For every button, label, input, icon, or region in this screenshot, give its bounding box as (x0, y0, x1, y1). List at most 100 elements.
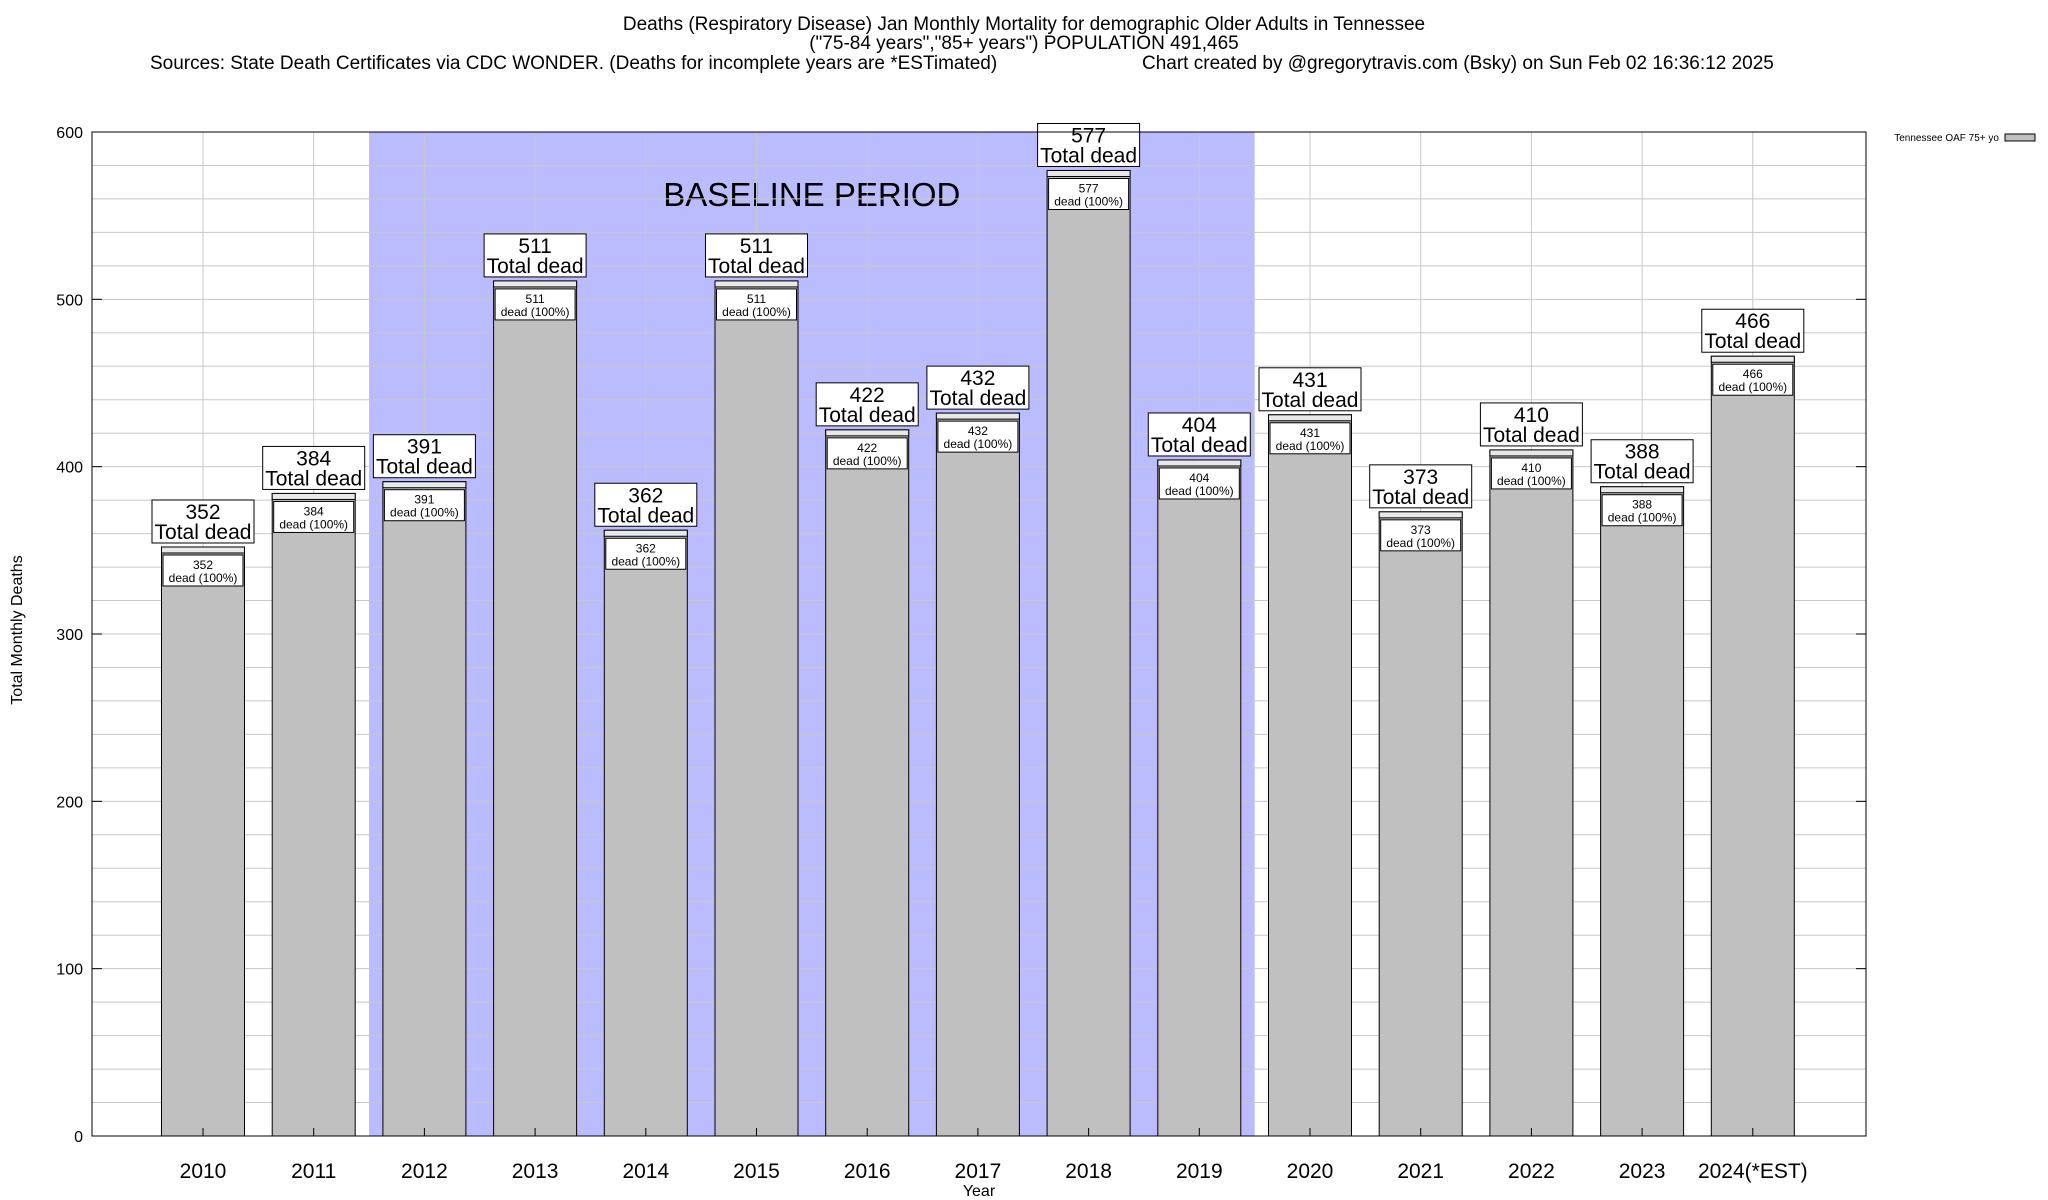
bar-cap (935, 412, 1020, 420)
x-tick-label: 2020 (1287, 1160, 1334, 1183)
bar-cap (603, 529, 688, 537)
bar-inner-value: 431 (1300, 426, 1320, 440)
bar-cap (271, 492, 356, 500)
bar-inner-label-box (1712, 363, 1794, 396)
bar-inner-label: dead (100%) (1386, 536, 1455, 550)
bar-total-label: Total dead (1594, 461, 1691, 484)
bar-inner-value: 422 (857, 441, 877, 455)
x-tick-label: 2017 (955, 1160, 1002, 1183)
bar (161, 546, 245, 1137)
bar-inner-value: 362 (636, 541, 656, 555)
bar-total-value: 466 (1735, 310, 1770, 333)
x-tick-label: 2024(*EST) (1698, 1160, 1808, 1183)
x-tick-label: 2016 (844, 1160, 891, 1183)
x-tick-label: 2021 (1397, 1160, 1444, 1183)
bar-total-label: Total dead (265, 467, 362, 490)
bar-total-value: 391 (407, 436, 442, 459)
bar (271, 492, 356, 1137)
bar (1710, 355, 1795, 1137)
y-tick-label: 400 (56, 460, 83, 477)
y-tick-label: 200 (56, 794, 83, 811)
bar-inner-label-box (1048, 177, 1130, 210)
bar-inner-label: dead (100%) (1276, 439, 1345, 453)
y-axis-label: Total Monthly Deaths (9, 555, 26, 704)
bar-cap (1268, 414, 1352, 422)
bar-total-value: 432 (960, 367, 995, 390)
bar (935, 412, 1020, 1137)
bar-inner-value: 511 (747, 292, 766, 306)
bar-total-value: 384 (296, 447, 331, 470)
bar-inner-value: 388 (1632, 498, 1652, 512)
x-tick-label: 2022 (1508, 1160, 1555, 1183)
bar-inner-label-box (1601, 494, 1683, 527)
bar-inner-label: dead (100%) (833, 454, 902, 468)
bar-inner-value: 577 (1079, 181, 1099, 195)
bar (1157, 459, 1242, 1137)
bar-total-label-box (705, 233, 808, 278)
bar-total-value: 577 (1071, 124, 1106, 147)
bar-inner-label-box (937, 420, 1019, 453)
chart-title: Deaths (Respiratory Disease) Jan Monthly… (622, 14, 1426, 35)
bar-total-value: 410 (1514, 404, 1549, 427)
bar-inner-label: dead (100%) (279, 517, 348, 531)
bar-total-value: 511 (740, 235, 773, 258)
bar-inner-label-box (1158, 467, 1240, 500)
bar-cap (1710, 355, 1795, 363)
y-tick-label: 100 (56, 962, 83, 979)
bar-cap (825, 429, 910, 437)
bar-total-label-box (1258, 367, 1362, 412)
chart-subtitle: ("75-84 years","85+ years") POPULATION 4… (809, 33, 1239, 54)
bar (714, 280, 799, 1137)
bar-total-label: Total dead (1262, 389, 1359, 412)
baseline-period-label: BASELINE PERIOD (663, 176, 960, 213)
bar (382, 481, 467, 1137)
bar-inner-label-box (494, 288, 576, 321)
bar-cap (161, 546, 245, 554)
bar-inner-label: dead (100%) (611, 554, 680, 568)
bar-inner-value: 352 (193, 558, 213, 572)
bar-cap (1600, 486, 1685, 494)
bar-total-label-box (594, 482, 698, 527)
bar-cap (493, 280, 578, 288)
bar-total-label-box (262, 445, 366, 490)
bar-inner-label: dead (100%) (169, 571, 238, 585)
bar-total-label-box (1479, 402, 1583, 447)
bar (493, 280, 578, 1137)
bar-inner-label-box (605, 537, 687, 570)
x-tick-label: 2013 (512, 1160, 559, 1183)
bar-inner-label: dead (100%) (1497, 474, 1566, 488)
bar-inner-label: dead (100%) (944, 437, 1013, 451)
x-axis-label: Year (963, 1183, 996, 1200)
bar-inner-label-box (826, 437, 908, 470)
bar-total-value: 404 (1182, 414, 1217, 437)
y-tick-label: 0 (74, 1129, 83, 1146)
bar-total-label: Total dead (1151, 434, 1248, 457)
bar-cap (382, 481, 467, 489)
y-tick-label: 500 (56, 292, 83, 309)
bar-inner-value: 391 (414, 493, 434, 507)
bar-inner-label-box (273, 500, 355, 533)
bar (603, 529, 688, 1137)
bar-total-label: Total dead (1704, 330, 1801, 353)
bar-inner-label: dead (100%) (1165, 484, 1234, 498)
bar-inner-value: 410 (1521, 461, 1541, 475)
chart-credit: Chart created by @gregorytravis.com (Bsk… (1142, 53, 1774, 74)
bar-cap (1489, 449, 1574, 457)
bar-total-label: Total dead (1372, 486, 1469, 509)
bar-total-label: Total dead (155, 521, 252, 544)
x-tick-label: 2010 (180, 1160, 227, 1183)
bar-inner-label-box (1490, 457, 1572, 490)
bar-cap (1157, 459, 1242, 467)
legend-swatch (2004, 133, 2036, 142)
bar-total-label: Total dead (929, 387, 1026, 410)
axes-layer: 2010 2011 2012 2013 2014 2015 2016 2017 2018 2019… (56, 125, 1867, 1183)
bar (1600, 486, 1685, 1137)
bar-total-value: 373 (1403, 466, 1438, 489)
bar-total-label-box (1147, 412, 1251, 457)
bar-total-value: 511 (518, 235, 551, 258)
bar (825, 429, 910, 1137)
bar-total-label: Total dead (1040, 144, 1137, 167)
bar-inner-value: 511 (526, 292, 545, 306)
